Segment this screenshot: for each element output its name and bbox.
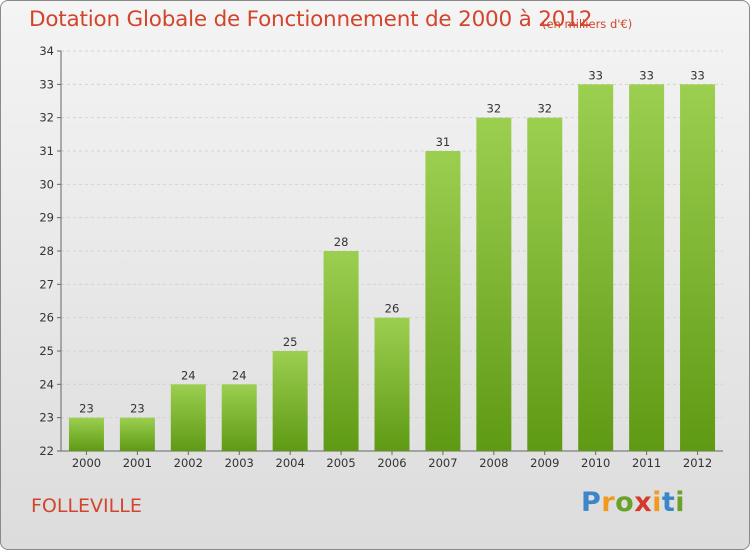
y-tick-label: 28 (39, 244, 54, 258)
logo-letter: o (615, 487, 635, 518)
bar-value-label: 26 (385, 302, 400, 316)
logo-letter: P (581, 487, 602, 518)
bar (170, 384, 206, 451)
x-tick-label: 2012 (683, 456, 712, 470)
proxiti-logo[interactable]: Proxiti (581, 487, 685, 518)
x-tick-label: 2002 (174, 456, 203, 470)
x-tick-label: 2001 (123, 456, 152, 470)
bar (221, 384, 257, 451)
logo-letter: x (634, 487, 653, 518)
bar (476, 117, 512, 452)
bar-value-label: 32 (537, 102, 552, 116)
y-tick-label: 24 (39, 377, 54, 391)
y-tick-label: 34 (39, 44, 54, 58)
bar (629, 84, 665, 451)
y-tick-labels: 22 23 24 25 26 27 28 29 30 31 32 33 34 (39, 44, 54, 458)
x-tick-label: 2000 (72, 456, 101, 470)
logo-letter: r (601, 487, 616, 518)
y-tick-label: 31 (39, 144, 54, 158)
bar-value-label: 33 (639, 68, 654, 82)
y-tick-label: 30 (39, 177, 54, 191)
y-tick-label: 29 (39, 211, 54, 225)
bar (527, 117, 563, 452)
y-tick-label: 26 (39, 311, 54, 325)
bar-value-label: 32 (487, 102, 502, 116)
x-tick-label: 2010 (581, 456, 610, 470)
bar (272, 351, 308, 451)
bar (374, 317, 410, 451)
x-tick-label: 2003 (225, 456, 254, 470)
bar-value-label: 33 (690, 68, 705, 82)
chart-title: Dotation Globale de Fonctionnement de 20… (29, 7, 593, 32)
logo-letter: i (675, 487, 686, 518)
bar-value-label: 31 (436, 135, 451, 149)
bar (68, 417, 104, 451)
x-tick-label: 2008 (479, 456, 508, 470)
y-tick-label: 32 (39, 111, 54, 125)
chart-subtitle: (en milliers d'€) (542, 17, 633, 31)
bar-value-label: 24 (181, 368, 196, 382)
y-tick-label: 33 (39, 77, 54, 91)
bar-value-label: 33 (588, 68, 603, 82)
x-tick-label: 2006 (377, 456, 406, 470)
bar-value-label: 24 (232, 368, 247, 382)
y-tick-label: 23 (39, 411, 54, 425)
data-labels: 23 23 24 24 25 28 26 31 32 32 33 33 33 (79, 68, 705, 415)
bars (68, 84, 716, 452)
x-tick-label: 2011 (632, 456, 661, 470)
bar-value-label: 23 (79, 402, 94, 416)
bar (578, 84, 614, 451)
bar (323, 251, 359, 451)
x-tick-label: 2007 (428, 456, 457, 470)
x-tick-label: 2005 (326, 456, 355, 470)
x-tick-label: 2004 (276, 456, 305, 470)
bar-value-label: 23 (130, 402, 145, 416)
y-tick-label: 27 (39, 277, 54, 291)
bar (119, 417, 155, 451)
bar-value-label: 28 (334, 235, 349, 249)
bar-value-label: 25 (283, 335, 298, 349)
x-tick-label: 2009 (530, 456, 559, 470)
y-tick-label: 22 (39, 444, 54, 458)
town-name: FOLLEVILLE (31, 495, 142, 517)
logo-letter: t (661, 487, 676, 518)
logo-letter: i (652, 487, 662, 518)
bar (680, 84, 716, 451)
x-tick-labels: 2000 2001 2002 2003 2004 2005 2006 2007 2008 2009… (72, 456, 712, 470)
y-tick-label: 25 (39, 344, 54, 358)
bar (425, 151, 461, 451)
